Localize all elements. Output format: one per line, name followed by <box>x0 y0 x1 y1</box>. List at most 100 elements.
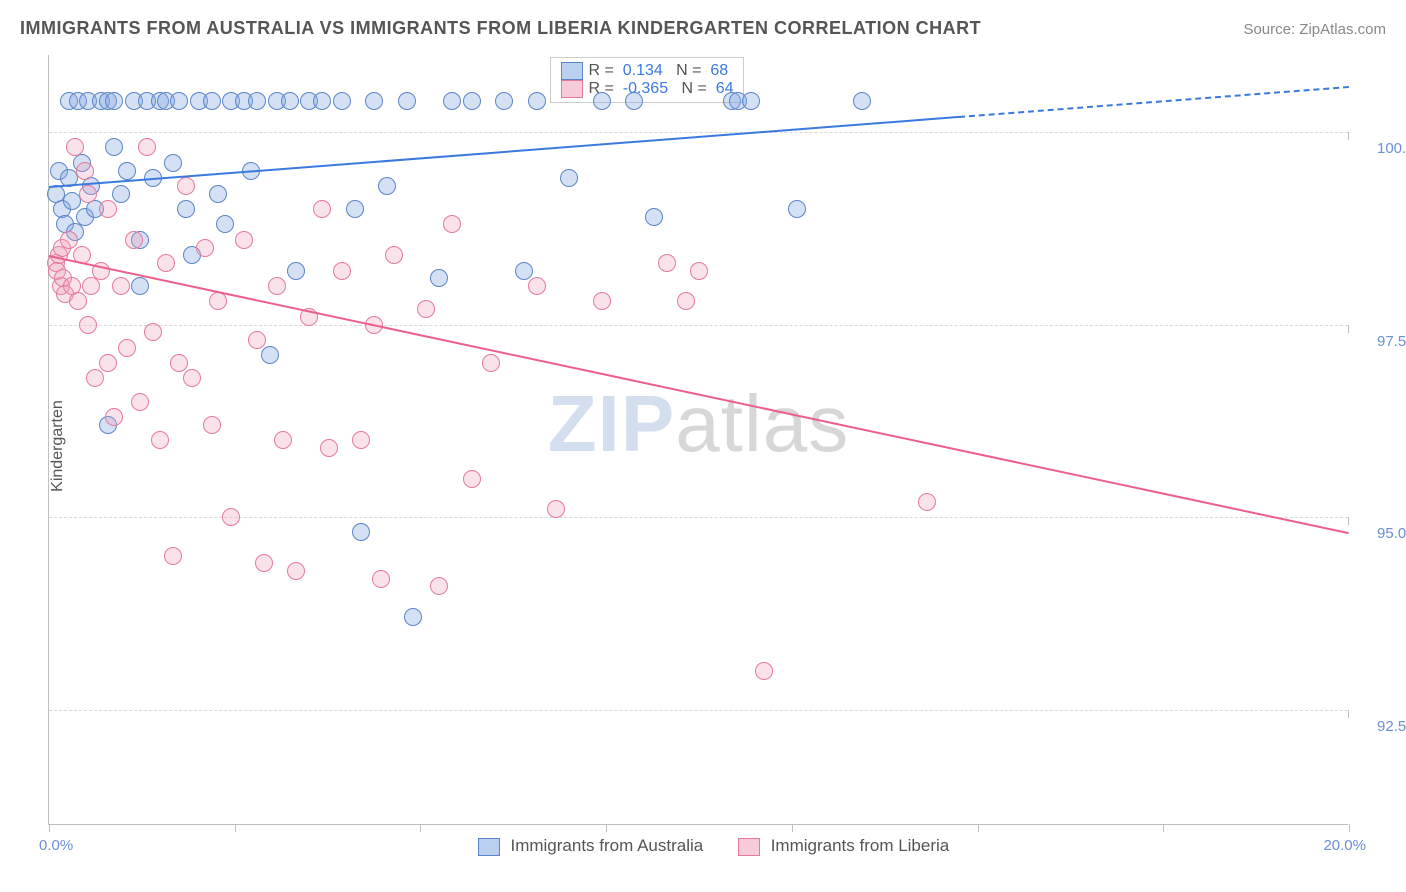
data-point <box>216 215 234 233</box>
data-point <box>547 500 565 518</box>
data-point <box>333 92 351 110</box>
x-tick <box>606 824 607 832</box>
legend-swatch-liberia <box>738 838 760 856</box>
data-point <box>404 608 422 626</box>
data-point <box>918 493 936 511</box>
data-point <box>177 200 195 218</box>
data-point <box>463 92 481 110</box>
data-point <box>69 292 87 310</box>
data-point <box>157 254 175 272</box>
data-point <box>112 277 130 295</box>
legend-swatch-pink <box>561 80 583 98</box>
y-tick-label: 100.0% <box>1377 140 1406 157</box>
data-point <box>352 431 370 449</box>
data-point <box>82 277 100 295</box>
trend-line <box>49 255 1349 534</box>
data-point <box>287 262 305 280</box>
data-point <box>105 92 123 110</box>
data-point <box>281 92 299 110</box>
data-point <box>443 92 461 110</box>
data-point <box>209 185 227 203</box>
data-point <box>560 169 578 187</box>
legend-label-liberia: Immigrants from Liberia <box>771 836 950 855</box>
legend-label-australia: Immigrants from Australia <box>510 836 703 855</box>
data-point <box>528 277 546 295</box>
data-point <box>625 92 643 110</box>
data-point <box>79 316 97 334</box>
x-tick <box>420 824 421 832</box>
gridline <box>49 710 1348 711</box>
watermark-zip: ZIP <box>548 379 675 468</box>
data-point <box>515 262 533 280</box>
data-point <box>593 92 611 110</box>
correlation-legend: R = 0.134 N = 68R = -0.365 N = 64 <box>550 57 745 103</box>
data-point <box>313 200 331 218</box>
legend-swatch-blue <box>561 62 583 80</box>
data-point <box>196 239 214 257</box>
y-tick <box>1348 325 1349 333</box>
data-point <box>222 508 240 526</box>
data-point <box>86 369 104 387</box>
data-point <box>255 554 273 572</box>
data-point <box>742 92 760 110</box>
x-tick <box>792 824 793 832</box>
y-tick-label: 97.5% <box>1377 333 1406 350</box>
gridline <box>49 517 1348 518</box>
data-point <box>593 292 611 310</box>
y-tick <box>1348 517 1349 525</box>
data-point <box>170 354 188 372</box>
data-point <box>268 277 286 295</box>
data-point <box>658 254 676 272</box>
data-point <box>209 292 227 310</box>
data-point <box>385 246 403 264</box>
watermark-atlas: atlas <box>675 379 849 468</box>
data-point <box>164 547 182 565</box>
scatter-plot: ZIPatlas R = 0.134 N = 68R = -0.365 N = … <box>48 55 1348 825</box>
data-point <box>99 354 117 372</box>
data-point <box>788 200 806 218</box>
data-point <box>528 92 546 110</box>
data-point <box>482 354 500 372</box>
data-point <box>79 185 97 203</box>
data-point <box>853 92 871 110</box>
x-tick <box>1163 824 1164 832</box>
y-tick-label: 95.0% <box>1377 525 1406 542</box>
data-point <box>417 300 435 318</box>
data-point <box>430 269 448 287</box>
data-point <box>144 323 162 341</box>
y-tick <box>1348 132 1349 140</box>
data-point <box>313 92 331 110</box>
data-point <box>235 231 253 249</box>
data-point <box>398 92 416 110</box>
data-point <box>690 262 708 280</box>
data-point <box>365 92 383 110</box>
y-tick-label: 92.5% <box>1377 718 1406 735</box>
data-point <box>131 393 149 411</box>
data-point <box>203 416 221 434</box>
data-point <box>164 154 182 172</box>
data-point <box>125 231 143 249</box>
data-point <box>677 292 695 310</box>
data-point <box>443 215 461 233</box>
data-point <box>261 346 279 364</box>
data-point <box>430 577 448 595</box>
data-point <box>346 200 364 218</box>
gridline <box>49 325 1348 326</box>
data-point <box>177 177 195 195</box>
data-point <box>333 262 351 280</box>
trend-line <box>49 116 959 188</box>
data-point <box>463 470 481 488</box>
data-point <box>151 431 169 449</box>
data-point <box>118 339 136 357</box>
data-point <box>131 277 149 295</box>
data-point <box>645 208 663 226</box>
series-legend: Immigrants from Australia Immigrants fro… <box>49 836 1348 856</box>
data-point <box>66 138 84 156</box>
data-point <box>203 92 221 110</box>
data-point <box>352 523 370 541</box>
x-tick <box>235 824 236 832</box>
data-point <box>118 162 136 180</box>
chart-title: IMMIGRANTS FROM AUSTRALIA VS IMMIGRANTS … <box>20 18 981 39</box>
data-point <box>183 369 201 387</box>
data-point <box>287 562 305 580</box>
